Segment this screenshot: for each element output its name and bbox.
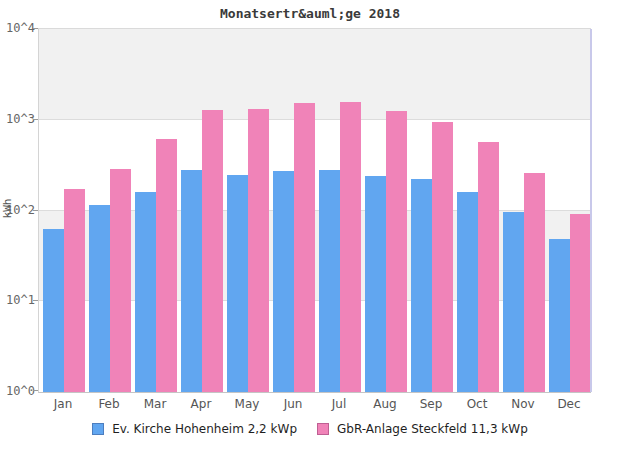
- bar-apr-series2: [202, 110, 223, 392]
- legend-label-series1: Ev. Kirche Hohenheim 2,2 kWp: [112, 422, 297, 436]
- bar-dec-series1: [549, 239, 570, 392]
- y-tick-label: 10^3: [0, 113, 35, 125]
- x-tick-label-feb: Feb: [98, 397, 119, 411]
- plot-band: [39, 29, 591, 120]
- bar-feb-series2: [110, 169, 131, 392]
- x-tick-label-dec: Dec: [557, 397, 580, 411]
- legend-label-series2: GbR-Anlage Steckfeld 11,3 kWp: [337, 422, 528, 436]
- bar-dec-series2: [570, 214, 591, 392]
- x-tick-label-jan: Jan: [54, 397, 73, 411]
- x-tick-label-apr: Apr: [191, 397, 212, 411]
- y-tick-mark: [33, 119, 38, 120]
- legend-item: GbR-Anlage Steckfeld 11,3 kWp: [317, 422, 528, 436]
- bar-oct-series2: [478, 142, 499, 392]
- y-tick-label: 10^4: [0, 22, 35, 34]
- y-tick-mark: [33, 390, 38, 391]
- chart-title: Monatsertr&auml;ge 2018: [0, 6, 620, 21]
- bar-nov-series2: [524, 173, 545, 392]
- x-tick-label-jul: Jul: [332, 397, 346, 411]
- x-tick-label-jun: Jun: [284, 397, 303, 411]
- bar-mar-series2: [156, 139, 177, 392]
- bar-jul-series2: [340, 102, 361, 392]
- bar-apr-series1: [181, 170, 202, 392]
- bar-aug-series1: [365, 176, 386, 392]
- bar-jan-series2: [64, 189, 85, 392]
- x-tick-label-mar: Mar: [144, 397, 167, 411]
- bar-aug-series2: [386, 111, 407, 392]
- bar-jun-series2: [294, 103, 315, 392]
- bar-sep-series1: [411, 179, 432, 392]
- x-tick-label-aug: Aug: [373, 397, 396, 411]
- x-tick-label-may: May: [235, 397, 260, 411]
- bar-jan-series1: [43, 229, 64, 392]
- chart-window: Monatsertr&auml;ge 2018 kWh 10^010^110^2…: [0, 0, 620, 450]
- y-tick-mark: [33, 300, 38, 301]
- y-tick-mark: [33, 210, 38, 211]
- bar-jun-series1: [273, 171, 294, 392]
- legend-swatch-series1: [92, 423, 104, 435]
- legend-item: Ev. Kirche Hohenheim 2,2 kWp: [92, 422, 297, 436]
- bar-may-series2: [248, 109, 269, 392]
- plot-right-border: [590, 29, 592, 392]
- legend-swatch-series2: [317, 423, 329, 435]
- bar-mar-series1: [135, 192, 156, 392]
- bar-sep-series2: [432, 122, 453, 392]
- bar-nov-series1: [503, 212, 524, 392]
- bar-may-series1: [227, 175, 248, 392]
- bar-jul-series1: [319, 170, 340, 392]
- y-tick-label: 10^2: [0, 204, 35, 216]
- bar-feb-series1: [89, 205, 110, 392]
- plot-area: [38, 28, 591, 393]
- x-tick-label-sep: Sep: [420, 397, 443, 411]
- x-tick-label-oct: Oct: [467, 397, 488, 411]
- legend: Ev. Kirche Hohenheim 2,2 kWp GbR-Anlage …: [0, 421, 620, 437]
- y-tick-label: 10^1: [0, 294, 35, 306]
- y-tick-label: 10^0: [0, 385, 35, 397]
- x-tick-label-nov: Nov: [511, 397, 534, 411]
- bar-oct-series1: [457, 192, 478, 392]
- gridline: [39, 119, 591, 120]
- y-tick-mark: [33, 28, 38, 29]
